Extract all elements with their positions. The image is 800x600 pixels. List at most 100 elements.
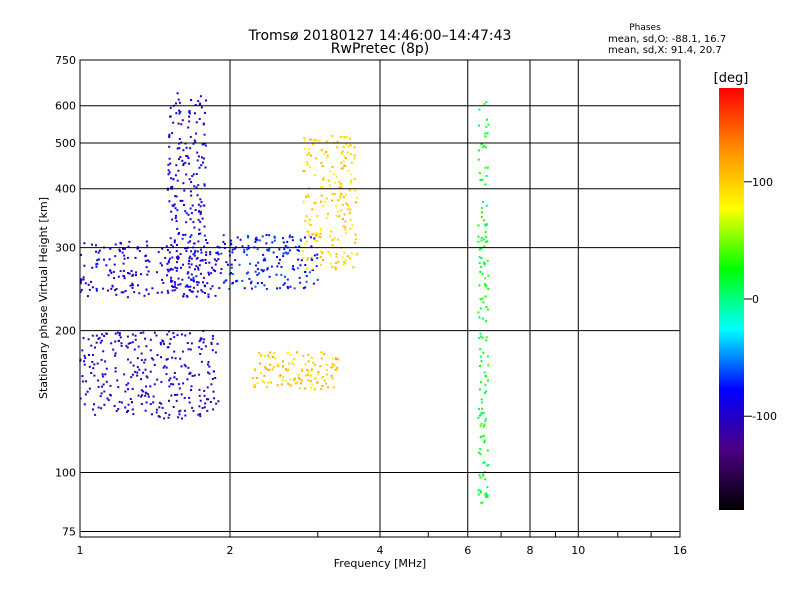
data-point [175, 102, 177, 105]
data-point [172, 383, 175, 386]
data-point [198, 228, 201, 231]
data-point [298, 276, 301, 279]
data-point [193, 374, 196, 377]
data-point [168, 251, 171, 254]
data-point [176, 92, 179, 95]
data-point [319, 365, 322, 368]
data-point [114, 243, 117, 246]
data-point [487, 379, 489, 382]
data-point [107, 274, 110, 277]
data-point [485, 236, 487, 238]
data-point [188, 401, 191, 404]
data-point [282, 255, 285, 258]
data-point [201, 290, 204, 293]
data-point [354, 189, 357, 192]
data-point [287, 368, 290, 371]
data-point [92, 408, 94, 411]
data-point [211, 266, 214, 269]
data-point [481, 501, 484, 504]
data-point [174, 207, 177, 210]
data-point [137, 284, 139, 287]
data-point [112, 348, 115, 351]
data-point [313, 237, 316, 240]
data-point [144, 259, 147, 262]
data-point [190, 257, 193, 260]
data-point [188, 115, 190, 118]
data-point [185, 221, 188, 224]
data-point [140, 402, 143, 405]
data-point [166, 358, 169, 361]
data-point [214, 294, 217, 297]
data-point [334, 357, 337, 360]
data-point [477, 224, 480, 227]
data-point [190, 234, 193, 237]
data-point [144, 394, 147, 397]
data-point [100, 392, 103, 395]
data-point [145, 240, 148, 243]
data-point [486, 166, 489, 169]
data-point [195, 257, 198, 260]
data-point [165, 373, 168, 376]
data-point [307, 353, 310, 356]
data-point [301, 369, 304, 372]
data-point [300, 239, 302, 242]
data-point [188, 112, 191, 115]
data-point [122, 291, 125, 294]
data-point [271, 241, 274, 244]
data-point [212, 408, 215, 411]
data-point [79, 290, 82, 293]
data-point [197, 413, 200, 416]
data-point [188, 162, 190, 165]
data-point [304, 139, 307, 142]
data-point [93, 363, 96, 366]
data-point [199, 353, 202, 355]
data-point [264, 366, 267, 369]
data-point [106, 397, 109, 400]
data-point [284, 275, 286, 278]
data-point [130, 270, 133, 272]
data-point [480, 239, 483, 242]
data-point [109, 247, 112, 250]
data-point [206, 282, 209, 285]
data-point [105, 367, 108, 370]
data-point [276, 265, 279, 268]
data-point [175, 287, 178, 289]
data-point [236, 279, 239, 282]
data-point [233, 247, 236, 250]
data-point [134, 370, 137, 373]
data-point [339, 182, 342, 185]
data-point [187, 157, 190, 159]
data-point [286, 369, 289, 372]
data-point [140, 273, 142, 276]
data-point [338, 181, 341, 183]
data-point [194, 249, 197, 252]
data-point [210, 343, 213, 345]
data-point [254, 369, 257, 372]
data-point [306, 193, 309, 196]
data-point [186, 295, 189, 298]
data-point [347, 204, 350, 207]
data-point [320, 149, 323, 152]
data-point [82, 276, 85, 279]
colorbar-tick-label: 100 [752, 176, 773, 189]
data-point [176, 334, 179, 337]
data-point [204, 345, 207, 348]
data-point [94, 413, 97, 416]
x-axis-label: Frequency [MHz] [334, 557, 426, 570]
data-point [168, 342, 171, 345]
data-point [247, 271, 250, 274]
data-point [325, 197, 328, 200]
data-point [278, 248, 281, 251]
data-point [200, 248, 202, 251]
data-point [166, 333, 169, 336]
data-point [310, 154, 312, 157]
data-point [198, 264, 201, 267]
data-point [189, 348, 192, 351]
data-point [481, 207, 483, 209]
data-point [95, 341, 98, 344]
data-point [208, 273, 210, 276]
data-point [477, 149, 480, 152]
data-point [477, 124, 480, 127]
data-point [256, 273, 259, 276]
data-point [332, 357, 335, 360]
